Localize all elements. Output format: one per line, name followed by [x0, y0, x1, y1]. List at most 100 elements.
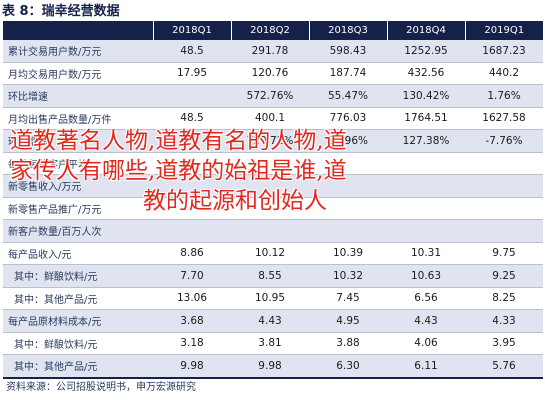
table-cell — [465, 174, 543, 198]
row-label: 其中：其他产品/元 — [3, 354, 153, 378]
table-cell — [465, 219, 543, 243]
table-cell: 10.95 — [231, 287, 309, 310]
table-cell — [309, 152, 387, 175]
table-cell — [231, 219, 309, 243]
table-cell — [309, 197, 387, 220]
table-cell: 8.25 — [465, 287, 543, 310]
table-cell: 93.96% — [309, 129, 387, 153]
row-label: 新客户数量/百万人次 — [3, 219, 153, 243]
table-row: 每产品收入/元 8.86 10.12 10.39 10.31 9.75 — [3, 242, 543, 265]
row-label: 其中：鲜酿饮料/元 — [3, 332, 153, 355]
table-cell: 5.76 — [465, 354, 543, 378]
table-cell: 3.18 — [153, 332, 231, 355]
table-cell: 3.68 — [153, 309, 231, 333]
table-cell: 720.72% — [231, 129, 309, 153]
table-cell: 4.43 — [387, 309, 465, 333]
table-cell — [153, 197, 231, 220]
table-cell: 291.78 — [231, 40, 309, 63]
table-cell: 9.75 — [465, 242, 543, 265]
table-cell — [387, 219, 465, 243]
table-cell: 48.5 — [153, 107, 231, 130]
table-cell: 6.56 — [387, 287, 465, 310]
table-cell — [465, 152, 543, 175]
table-cell: 400.1 — [231, 107, 309, 130]
column-header: 2019Q1 — [464, 21, 543, 40]
table-cell: 440.2 — [465, 62, 543, 85]
table-cell — [153, 219, 231, 243]
row-label: 每月每位客户平均 — [3, 152, 153, 175]
table-cell — [153, 84, 231, 108]
table-cell: 10.31 — [387, 242, 465, 265]
table-cell: 598.43 — [309, 40, 387, 63]
table-cell: 120.76 — [231, 62, 309, 85]
table-cell: 1252.95 — [387, 40, 465, 63]
table-cell — [153, 129, 231, 153]
row-label: 环比增速 — [3, 129, 153, 153]
table-cell: 10.12 — [231, 242, 309, 265]
table-cell: 1.76% — [465, 84, 543, 108]
table-cell — [387, 152, 465, 175]
table-cell — [231, 197, 309, 220]
table-cell: 13.06 — [153, 287, 231, 310]
table-cell: 10.63 — [387, 264, 465, 288]
table-cell — [309, 219, 387, 243]
table-cell: 4.95 — [309, 309, 387, 333]
table-cell: 9.25 — [465, 264, 543, 288]
table-cell: 7.70 — [153, 264, 231, 288]
table-cell: 6.11 — [387, 354, 465, 378]
row-label: 新零售产品推广/万元 — [3, 197, 153, 220]
footer-divider — [3, 377, 543, 379]
table-cell — [231, 174, 309, 198]
row-label: 其中：鲜酿饮料/元 — [3, 264, 153, 288]
table-row: 其中：其他产品/元 9.98 9.98 6.30 6.11 5.76 — [3, 354, 543, 378]
table-cell: 3.88 — [309, 332, 387, 355]
table-cell: 9.98 — [153, 354, 231, 378]
table-row: 其中：鲜酿饮料/元 7.70 8.55 10.32 10.63 9.25 — [3, 264, 543, 288]
table-cell — [387, 197, 465, 220]
column-header: 2018Q1 — [152, 21, 231, 40]
table-cell: 776.03 — [309, 107, 387, 130]
table-cell: 130.42% — [387, 84, 465, 108]
column-header: 2018Q2 — [230, 21, 309, 40]
table-cell: 7.45 — [309, 287, 387, 310]
row-label: 其中：其他产品/元 — [3, 287, 153, 310]
table-cell: 48.5 — [153, 40, 231, 63]
table-cell — [387, 174, 465, 198]
table-cell — [153, 152, 231, 175]
row-label: 月均交易用户数/万元 — [3, 62, 153, 85]
table-cell: 55.47% — [309, 84, 387, 108]
row-label: 月均出售产品数量/万件 — [3, 107, 153, 130]
row-label: 累计交易用户数/万元 — [3, 40, 153, 63]
table-cell: 3.95 — [465, 332, 543, 355]
row-label: 每产品原材料成本/元 — [3, 309, 153, 333]
row-label: 新零售收入/万元 — [3, 174, 153, 198]
table-row: 环比增速 572.76% 55.47% 130.42% 1.76% — [3, 84, 543, 108]
table-cell: 10.39 — [309, 242, 387, 265]
header-row: 2018Q1 2018Q2 2018Q3 2018Q4 2019Q1 — [3, 21, 543, 40]
table-cell: 17.95 — [153, 62, 231, 85]
table-row: 每产品原材料成本/元 3.68 4.43 4.95 4.43 4.33 — [3, 309, 543, 333]
table-cell: 3.81 — [231, 332, 309, 355]
table-cell: 1764.51 — [387, 107, 465, 130]
header-corner — [3, 21, 153, 40]
source-note: 资料来源：公司招股说明书，申万宏源研究 — [6, 382, 196, 393]
table-cell — [153, 174, 231, 198]
table-row: 其中：其他产品/元 13.06 10.95 7.45 6.56 8.25 — [3, 287, 543, 310]
table-cell: 8.55 — [231, 264, 309, 288]
table-cell: 4.43 — [231, 309, 309, 333]
table-cell: 1627.58 — [465, 107, 543, 130]
table-row: 月均交易用户数/万元 17.95 120.76 187.74 432.56 440.2 — [3, 62, 543, 85]
table-cell: 10.32 — [309, 264, 387, 288]
table-row: 累计交易用户数/万元 48.5 291.78 598.43 1252.95 1687.23 — [3, 40, 543, 63]
table-row: 新客户数量/百万人次 — [3, 219, 543, 243]
table-row: 新零售收入/万元 — [3, 174, 543, 198]
row-label: 环比增速 — [3, 84, 153, 108]
table-cell: 1687.23 — [465, 40, 543, 63]
table-cell — [231, 152, 309, 175]
column-header: 2018Q3 — [308, 21, 387, 40]
table-cell: 4.33 — [465, 309, 543, 333]
operating-data-table: 2018Q1 2018Q2 2018Q3 2018Q4 2019Q1 累计交易用… — [3, 21, 543, 378]
table-row: 其中：鲜酿饮料/元 3.18 3.81 3.88 4.06 3.95 — [3, 332, 543, 355]
table-title: 表 8：瑞幸经营数据 — [2, 4, 120, 19]
table-cell: 8.86 — [153, 242, 231, 265]
